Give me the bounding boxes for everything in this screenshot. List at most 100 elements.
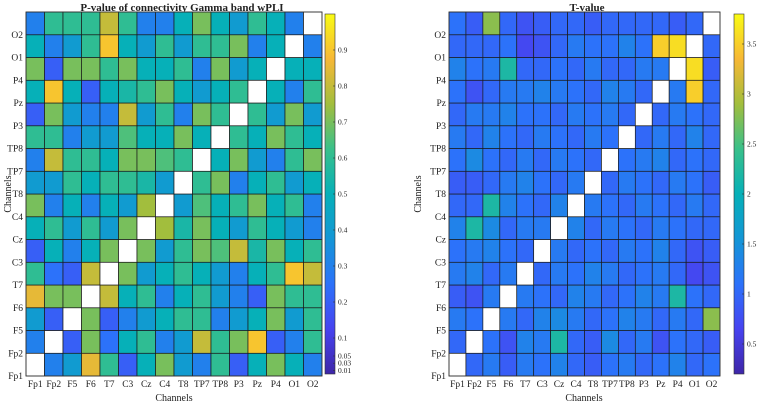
pvalue-cell-F6-T7: [99, 284, 119, 309]
tvalue-cell-T8-F5: [482, 170, 501, 195]
tvalue-cell-C3-O2: [702, 239, 721, 263]
pvalue-y-tick-C3: C3: [12, 258, 23, 268]
pvalue-cell-O1-Fp1: [25, 34, 45, 58]
pvalue-cell-Fp2-O1: [284, 330, 304, 354]
tvalue-cell-Pz-T7: [516, 79, 535, 104]
pvalue-cell-P3-O2: [303, 102, 323, 127]
pvalue-cell-F6-TP8: [210, 284, 230, 309]
pvalue-cell-P4-F6: [81, 57, 101, 81]
tvalue-cell-P4-Cz: [550, 57, 568, 81]
tvalue-x-tick-O2: O2: [706, 380, 718, 390]
tvalue-cell-C3-T8: [584, 239, 602, 263]
tvalue-cell-O2-C4: [567, 11, 585, 36]
tvalue-colorbar-tick-label: 2: [747, 190, 751, 199]
pvalue-cell-Pz-TP8: [210, 79, 230, 104]
pvalue-y-tick-O1: O1: [11, 54, 23, 64]
pvalue-x-tick-TP8: TP8: [212, 380, 228, 390]
pvalue-cell-P3-P3: [229, 102, 249, 127]
tvalue-cell-O2-O1: [685, 11, 704, 36]
pvalue-cell-T7-Fp2: [44, 261, 64, 286]
tvalue-cell-Pz-T8: [584, 79, 602, 104]
pvalue-cell-P3-TP7: [192, 102, 212, 127]
tvalue-cell-C3-Fp1: [448, 239, 467, 263]
pvalue-cell-O1-Fp2: [44, 34, 64, 58]
tvalue-cell-T8-O1: [685, 170, 704, 195]
tvalue-cell-O1-C4: [567, 34, 585, 58]
tvalue-y-tick-Cz: Cz: [435, 236, 446, 246]
pvalue-y-tick-Pz: Pz: [14, 99, 24, 109]
pvalue-x-tick-P4: P4: [271, 380, 281, 390]
tvalue-cell-T8-TP7: [601, 170, 619, 195]
tvalue-cell-C4-P4: [668, 193, 687, 218]
tvalue-cell-Cz-Pz: [651, 216, 670, 240]
tvalue-cell-T7-P3: [634, 261, 653, 286]
pvalue-cell-C4-TP8: [210, 193, 230, 218]
tvalue-x-tick-C3: C3: [537, 380, 548, 390]
tvalue-cell-C3-TP7: [601, 239, 619, 263]
tvalue-y-tick-Fp1: Fp1: [431, 372, 446, 382]
pvalue-cell-P3-O1: [284, 102, 304, 127]
tvalue-cell-Cz-C3: [533, 216, 551, 240]
pvalue-cell-C4-TP7: [192, 193, 212, 218]
tvalue-cell-TP8-TP8: [618, 125, 636, 149]
tvalue-cell-O2-TP7: [601, 11, 619, 36]
tvalue-cell-P4-F5: [482, 57, 501, 81]
tvalue-cell-Fp1-C4: [567, 352, 585, 377]
tvalue-x-tick-TP8: TP8: [619, 380, 635, 390]
tvalue-cell-F5-O2: [702, 307, 721, 331]
tvalue-cell-F5-P3: [634, 307, 653, 331]
pvalue-cell-F6-T8: [173, 284, 193, 309]
tvalue-y-tick-C3: C3: [435, 258, 446, 268]
tvalue-cell-O1-Fp2: [465, 34, 484, 58]
tvalue-cell-F5-TP7: [601, 307, 619, 331]
pvalue-cell-Fp2-Cz: [136, 330, 156, 354]
pvalue-cell-TP7-O2: [303, 148, 323, 172]
tvalue-cell-P3-Pz: [651, 102, 670, 127]
tvalue-cell-P3-F5: [482, 102, 501, 127]
pvalue-cell-C4-Fp1: [25, 193, 45, 218]
tvalue-cell-TP8-Fp2: [465, 125, 484, 149]
tvalue-cell-F5-TP8: [618, 307, 636, 331]
tvalue-cell-Fp1-Pz: [651, 352, 670, 377]
tvalue-cell-T8-T7: [516, 170, 535, 195]
tvalue-cell-T7-Fp1: [448, 261, 467, 286]
tvalue-cell-T7-C3: [533, 261, 551, 286]
tvalue-cell-Pz-C4: [567, 79, 585, 104]
pvalue-cell-F5-P4: [266, 307, 286, 331]
pvalue-cell-Fp2-P4: [266, 330, 286, 354]
tvalue-cell-Fp1-TP8: [618, 352, 636, 377]
tvalue-cell-Pz-Cz: [550, 79, 568, 104]
pvalue-cell-T7-F5: [62, 261, 82, 286]
pvalue-cell-C4-P3: [229, 193, 249, 218]
pvalue-cell-TP7-Fp1: [25, 148, 45, 172]
tvalue-cell-C3-F6: [499, 239, 518, 263]
tvalue-colorbar-tick-label: 0.5: [747, 340, 757, 349]
pvalue-cell-Pz-T7: [99, 79, 119, 104]
pvalue-cell-P3-Cz: [136, 102, 156, 127]
tvalue-cell-O2-Cz: [550, 11, 568, 36]
tvalue-cell-P3-Fp1: [448, 102, 467, 127]
pvalue-cell-TP7-C3: [118, 148, 138, 172]
pvalue-cell-P3-TP8: [210, 102, 230, 127]
pvalue-cell-C3-Fp1: [25, 239, 45, 263]
tvalue-cell-O1-P4: [668, 34, 687, 58]
pvalue-cell-O1-TP8: [210, 34, 230, 58]
tvalue-y-tick-Pz: Pz: [437, 99, 447, 109]
pvalue-cell-P4-P3: [229, 57, 249, 81]
pvalue-cell-TP8-TP8: [210, 125, 230, 149]
pvalue-cell-Fp2-C3: [118, 330, 138, 354]
pvalue-cell-T8-F6: [81, 170, 101, 195]
tvalue-cell-F6-F6: [499, 284, 518, 309]
pvalue-cell-T7-TP8: [210, 261, 230, 286]
tvalue-x-tick-Fp1: Fp1: [450, 380, 465, 390]
tvalue-cell-F5-Pz: [651, 307, 670, 331]
pvalue-cell-Fp1-Fp2: [44, 352, 64, 377]
tvalue-x-tick-labels: Fp1 Fp2 F5 F6 T7 C3 Cz C4 T8 TP7 TP8 P3 Pz P4 O1 O2: [450, 380, 718, 390]
tvalue-cell-C4-TP7: [601, 193, 619, 218]
pvalue-cell-Fp1-Fp1: [25, 352, 45, 377]
pvalue-cell-C3-C3: [118, 239, 138, 263]
tvalue-cell-TP7-C4: [567, 148, 585, 172]
tvalue-cell-TP8-P3: [634, 125, 653, 149]
pvalue-cell-P4-T7: [99, 57, 119, 81]
pvalue-cell-Fp2-T8: [173, 330, 193, 354]
